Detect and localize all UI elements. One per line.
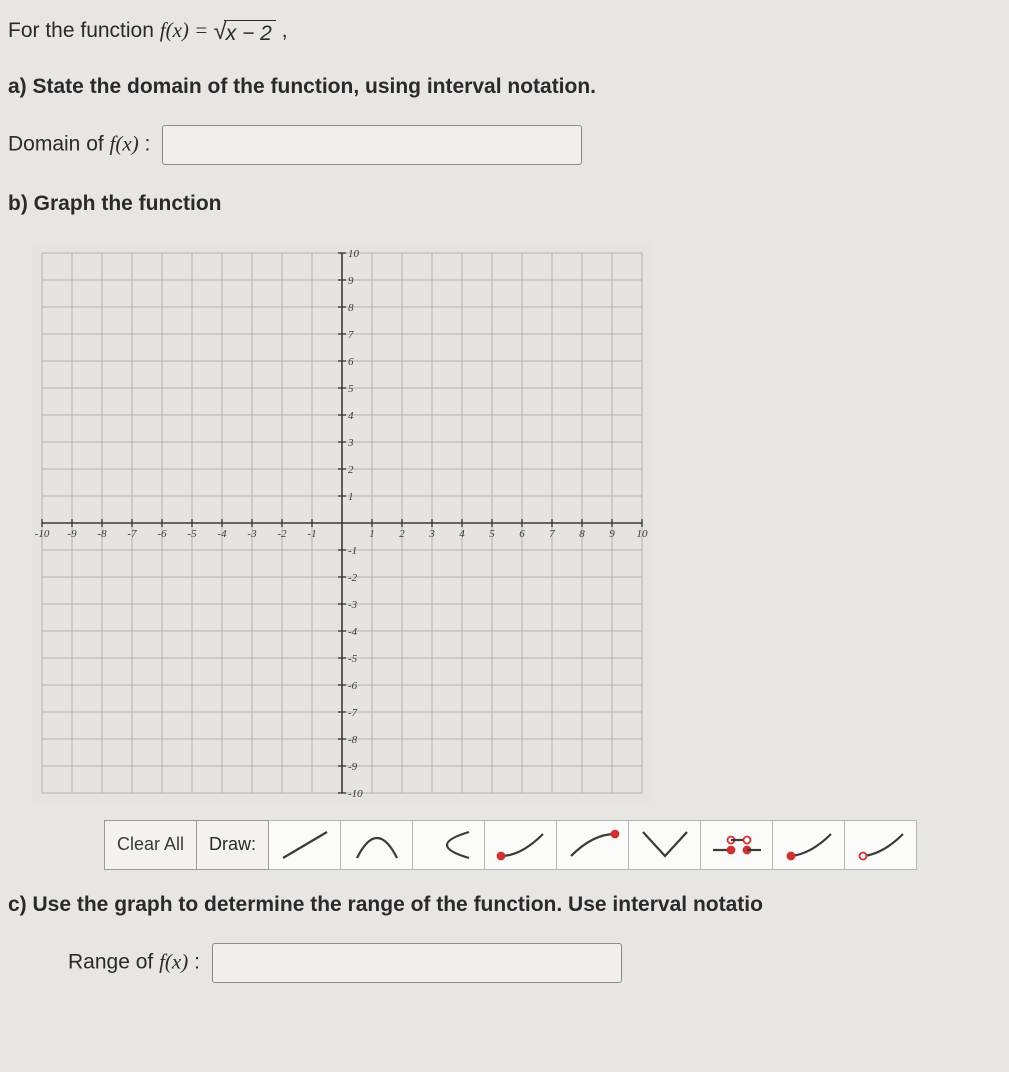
svg-text:-2: -2 [277,528,287,540]
svg-text:7: 7 [348,329,354,341]
domain-row: Domain of f(x) : [8,125,1001,165]
domain-label-colon: : [145,133,151,156]
tool-parabola[interactable] [341,820,413,870]
svg-text:8: 8 [579,528,585,540]
svg-text:-9: -9 [67,528,77,540]
svg-text:3: 3 [347,437,354,449]
svg-text:6: 6 [348,356,354,368]
func-lhs: f(x) = [160,18,214,42]
range-row: Range of f(x) : [68,943,1001,983]
svg-text:3: 3 [428,528,435,540]
tool-piecewise[interactable] [701,820,773,870]
svg-text:-7: -7 [348,707,358,719]
draw-label: Draw: [197,820,269,870]
svg-text:-8: -8 [97,528,107,540]
sqrt-expression: √ x − 2 [214,20,276,46]
tool-line[interactable] [269,820,341,870]
graph-area[interactable]: -10 -9 -8 -7 -6 -5 -4 -3 -2 -1 1 2 3 4 5 6 7 8 9 10 -10 -9 -8 -… [32,243,652,808]
svg-text:5: 5 [489,528,495,540]
clear-all-button[interactable]: Clear All [104,820,197,870]
coordinate-grid[interactable]: -10 -9 -8 -7 -6 -5 -4 -3 -2 -1 1 2 3 4 5 6 7 8 9 10 -10 -9 -8 -… [32,243,652,803]
svg-text:-9: -9 [348,761,358,773]
range-label-prefix: Range of [68,951,159,974]
svg-text:1: 1 [348,491,354,503]
svg-text:-10: -10 [348,788,363,800]
svg-text:7: 7 [549,528,555,540]
domain-label-func: f(x) [110,132,139,156]
svg-text:-6: -6 [157,528,167,540]
svg-text:-3: -3 [247,528,257,540]
tool-curve-closed-left[interactable] [485,820,557,870]
range-input[interactable] [212,943,622,983]
radicand: x − 2 [224,20,276,46]
range-label-colon: : [194,951,200,974]
svg-text:5: 5 [348,383,354,395]
svg-text:-4: -4 [217,528,227,540]
svg-text:-6: -6 [348,680,358,692]
tool-ray-closed[interactable] [773,820,845,870]
svg-text:2: 2 [348,464,354,476]
part-b-prompt: b) Graph the function [8,187,1001,221]
domain-label-prefix: Domain of [8,133,110,156]
svg-text:-10: -10 [35,528,50,540]
svg-text:-1: -1 [307,528,316,540]
intro-prefix: For the function [8,19,160,42]
svg-text:-2: -2 [348,572,358,584]
draw-tool-strip [269,820,917,870]
tool-ray-open[interactable] [845,820,917,870]
svg-text:2: 2 [399,528,405,540]
intro-suffix: , [282,19,288,42]
svg-text:1: 1 [369,528,375,540]
tool-sideways-parabola[interactable] [413,820,485,870]
tool-curve-closed-right[interactable] [557,820,629,870]
svg-text:10: 10 [348,248,360,260]
svg-text:9: 9 [609,528,615,540]
svg-text:9: 9 [348,275,354,287]
svg-text:-8: -8 [348,734,358,746]
range-label-func: f(x) [159,950,188,974]
svg-text:-5: -5 [348,653,358,665]
svg-text:6: 6 [519,528,525,540]
svg-text:4: 4 [459,528,465,540]
svg-text:-7: -7 [127,528,137,540]
svg-text:-3: -3 [348,599,358,611]
svg-text:-5: -5 [187,528,197,540]
domain-input[interactable] [162,125,582,165]
svg-text:4: 4 [348,410,354,422]
part-a-prompt: a) State the domain of the function, usi… [8,70,1001,104]
svg-text:10: 10 [637,528,649,540]
svg-text:8: 8 [348,302,354,314]
svg-text:-1: -1 [348,545,357,557]
part-c-prompt: c) Use the graph to determine the range … [8,888,1001,922]
tool-v-shape[interactable] [629,820,701,870]
svg-text:-4: -4 [348,626,358,638]
intro-line: For the function f(x) = √ x − 2 , [8,14,1001,48]
draw-toolbar: Clear All Draw: [104,820,1001,870]
